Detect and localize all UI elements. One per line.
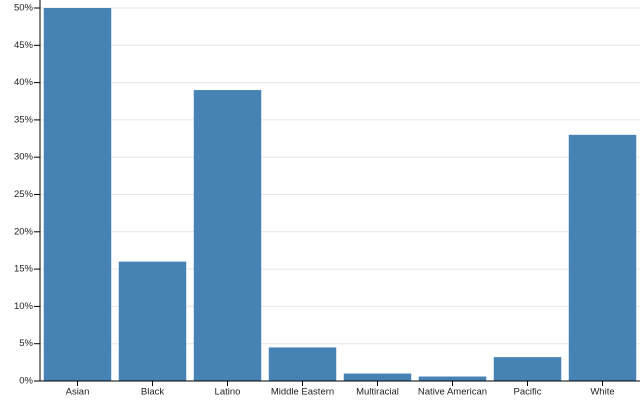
y-tick-label: 20%	[14, 226, 34, 237]
y-tick-label: 10%	[14, 301, 34, 312]
x-tick-label: Asian	[66, 387, 90, 398]
y-tick-label: 40%	[14, 77, 34, 88]
bar	[568, 134, 637, 381]
y-tick-label: 45%	[14, 40, 34, 51]
x-tick-label: Latino	[215, 387, 241, 398]
bar	[268, 347, 337, 381]
y-tick-label: 30%	[14, 152, 34, 163]
y-tick-label: 0%	[19, 376, 33, 387]
y-tick-label: 5%	[19, 338, 33, 349]
x-tick-label: Native American	[418, 387, 487, 398]
x-tick-label: Black	[141, 387, 164, 398]
y-tick-label: 35%	[14, 114, 34, 125]
bar	[493, 357, 562, 381]
y-tick-label: 50%	[14, 3, 34, 14]
bar	[418, 376, 487, 381]
y-tick-label: 25%	[14, 189, 34, 200]
bar	[43, 8, 112, 381]
bar	[118, 261, 187, 381]
bar	[343, 373, 412, 381]
x-tick-label: Middle Eastern	[271, 387, 334, 398]
y-tick-label: 15%	[14, 264, 34, 275]
bar	[193, 90, 262, 381]
x-tick-label: Pacific	[514, 387, 542, 398]
x-tick-label: White	[590, 387, 614, 398]
x-tick-label: Multiracial	[356, 387, 399, 398]
